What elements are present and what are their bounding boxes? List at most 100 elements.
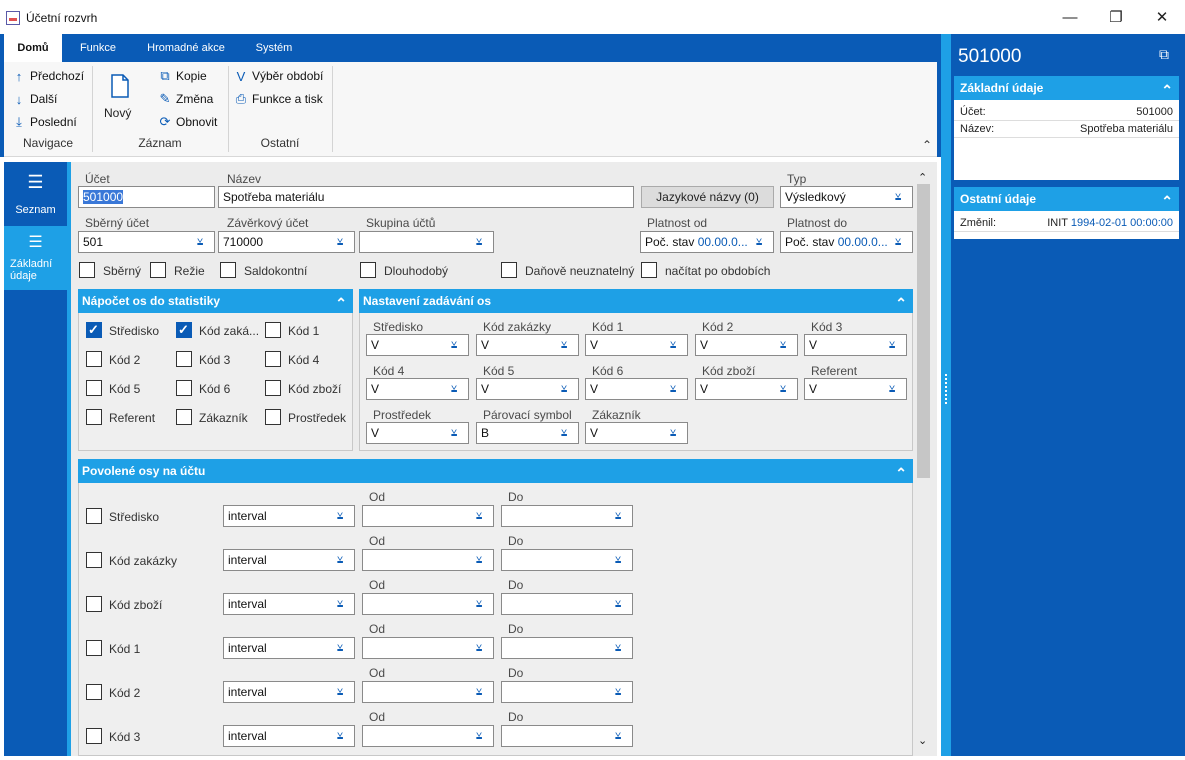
settings-select[interactable]: V xyxy=(695,378,798,400)
allowed-checkbox[interactable] xyxy=(86,728,102,744)
to-select[interactable] xyxy=(501,549,633,571)
scroll-down-icon[interactable]: ⌄ xyxy=(918,735,928,747)
allowed-checkbox[interactable] xyxy=(86,596,102,612)
dropdown-icon xyxy=(476,729,488,741)
allowed-checkbox[interactable] xyxy=(86,640,102,656)
saldo-checkbox[interactable] xyxy=(220,262,236,278)
refresh-button[interactable]: ⟳ Obnovit xyxy=(158,112,218,132)
group-select[interactable] xyxy=(359,231,494,253)
stats-checkbox[interactable] xyxy=(176,409,192,425)
settings-select[interactable]: V xyxy=(476,334,579,356)
dlouhodoby-checkbox[interactable] xyxy=(360,262,376,278)
stats-checkbox[interactable] xyxy=(86,409,102,425)
allowed-mode-select[interactable]: interval xyxy=(223,505,355,527)
collapse-icon[interactable]: ⌃ xyxy=(895,295,907,311)
minimize-button[interactable]: — xyxy=(1062,8,1078,26)
stats-checkbox[interactable] xyxy=(176,351,192,367)
to-select[interactable] xyxy=(501,725,633,747)
settings-select[interactable]: V xyxy=(585,422,688,444)
allowed-mode-select[interactable]: interval xyxy=(223,593,355,615)
stats-checkbox[interactable] xyxy=(265,409,281,425)
close-button[interactable]: ✕ xyxy=(1155,9,1169,26)
collapse-icon[interactable]: ⌃ xyxy=(895,465,907,481)
valid-to-select[interactable]: Poč. stav 00.00.0... xyxy=(780,231,913,253)
settings-select[interactable]: V xyxy=(366,422,469,444)
tab-funkce[interactable]: Funkce xyxy=(79,42,117,54)
to-select[interactable] xyxy=(501,593,633,615)
scroll-thumb[interactable] xyxy=(917,184,930,478)
copy-button[interactable]: ⧉ Kopie xyxy=(158,66,206,86)
from-select[interactable] xyxy=(362,505,494,527)
sberny-checkbox[interactable] xyxy=(79,262,95,278)
filter-v-icon: V xyxy=(236,68,246,84)
account-input[interactable]: 501000 xyxy=(78,186,215,208)
last-button[interactable]: ⤓ Poslední xyxy=(12,112,77,132)
zmenil-key: Změnil: xyxy=(960,217,997,229)
allowed-mode-select[interactable]: interval xyxy=(223,681,355,703)
stats-checkbox[interactable] xyxy=(86,322,102,338)
danove-checkbox[interactable] xyxy=(501,262,517,278)
ribbon-body: ↑ Předchozí ↓ Další ⤓ Poslední Navigace Nov… xyxy=(4,62,937,157)
new-button[interactable] xyxy=(110,74,136,108)
rezie-checkbox[interactable] xyxy=(150,262,166,278)
allowed-mode-select[interactable]: interval xyxy=(223,549,355,571)
settings-select[interactable]: V xyxy=(695,334,798,356)
settings-select[interactable]: B xyxy=(476,422,579,444)
collapse-icon[interactable]: ⌃ xyxy=(1161,193,1173,209)
settings-select[interactable]: V xyxy=(476,378,579,400)
collective-select[interactable]: 501 xyxy=(78,231,215,253)
nacitat-checkbox[interactable] xyxy=(641,262,657,278)
stats-checkbox[interactable] xyxy=(265,322,281,338)
allowed-checkbox[interactable] xyxy=(86,508,102,524)
stats-checkbox[interactable] xyxy=(86,380,102,396)
collapse-icon[interactable]: ⌃ xyxy=(335,295,347,311)
from-select[interactable] xyxy=(362,681,494,703)
allowed-checkbox[interactable] xyxy=(86,684,102,700)
settings-select[interactable]: V xyxy=(585,334,688,356)
settings-select[interactable]: V xyxy=(804,378,907,400)
tab-system[interactable]: Systém xyxy=(255,42,293,54)
collapse-icon[interactable]: ⌃ xyxy=(1161,82,1173,98)
print-button[interactable]: ⎙ Funkce a tisk xyxy=(234,89,323,109)
stats-checkbox[interactable] xyxy=(86,351,102,367)
allowed-mode-select[interactable]: interval xyxy=(223,637,355,659)
from-select[interactable] xyxy=(362,637,494,659)
settings-label: Kód 6 xyxy=(592,364,624,378)
settings-select[interactable]: V xyxy=(366,334,469,356)
valid-from-select[interactable]: Poč. stav 00.00.0... xyxy=(640,231,774,253)
nav-zakladni-udaje[interactable]: ☰ Základní údaje xyxy=(4,226,67,290)
name-input[interactable]: Spotřeba materiálu xyxy=(218,186,634,208)
stats-checkbox[interactable] xyxy=(176,322,192,338)
zmenil-date: 1994-02-01 00:00:00 xyxy=(1070,217,1173,229)
settings-label: Zákazník xyxy=(592,408,641,422)
scroll-up-icon[interactable]: ⌃ xyxy=(918,172,928,184)
popout-icon[interactable]: ⧉ xyxy=(1159,46,1169,62)
type-select[interactable]: Výsledkový xyxy=(780,186,913,208)
to-select[interactable] xyxy=(501,681,633,703)
panel-splitter[interactable] xyxy=(941,34,951,756)
to-select[interactable] xyxy=(501,505,633,527)
change-button[interactable]: ✎ Změna xyxy=(158,89,214,109)
nav-seznam[interactable]: Seznam xyxy=(15,204,56,216)
to-select[interactable] xyxy=(501,637,633,659)
allowed-checkbox[interactable] xyxy=(86,552,102,568)
prev-button[interactable]: ↑ Předchozí xyxy=(12,66,84,86)
from-select[interactable] xyxy=(362,549,494,571)
stats-checkbox[interactable] xyxy=(176,380,192,396)
settings-select[interactable]: V xyxy=(804,334,907,356)
stats-checkbox[interactable] xyxy=(265,380,281,396)
tab-domu[interactable]: Domů xyxy=(4,34,62,62)
restore-button[interactable]: ❐ xyxy=(1109,9,1123,26)
allowed-mode-select[interactable]: interval xyxy=(223,725,355,747)
closing-select[interactable]: 710000 xyxy=(218,231,355,253)
from-select[interactable] xyxy=(362,725,494,747)
settings-select[interactable]: V xyxy=(366,378,469,400)
from-select[interactable] xyxy=(362,593,494,615)
stats-checkbox[interactable] xyxy=(265,351,281,367)
ribbon-collapse-icon[interactable]: ⌃ xyxy=(922,138,933,152)
tab-hromadne-akce[interactable]: Hromadné akce xyxy=(147,42,225,54)
settings-select[interactable]: V xyxy=(585,378,688,400)
period-button[interactable]: V Výběr období xyxy=(234,66,324,86)
language-names-button[interactable]: Jazykové názvy (0) xyxy=(641,186,774,208)
next-button[interactable]: ↓ Další xyxy=(12,89,58,109)
